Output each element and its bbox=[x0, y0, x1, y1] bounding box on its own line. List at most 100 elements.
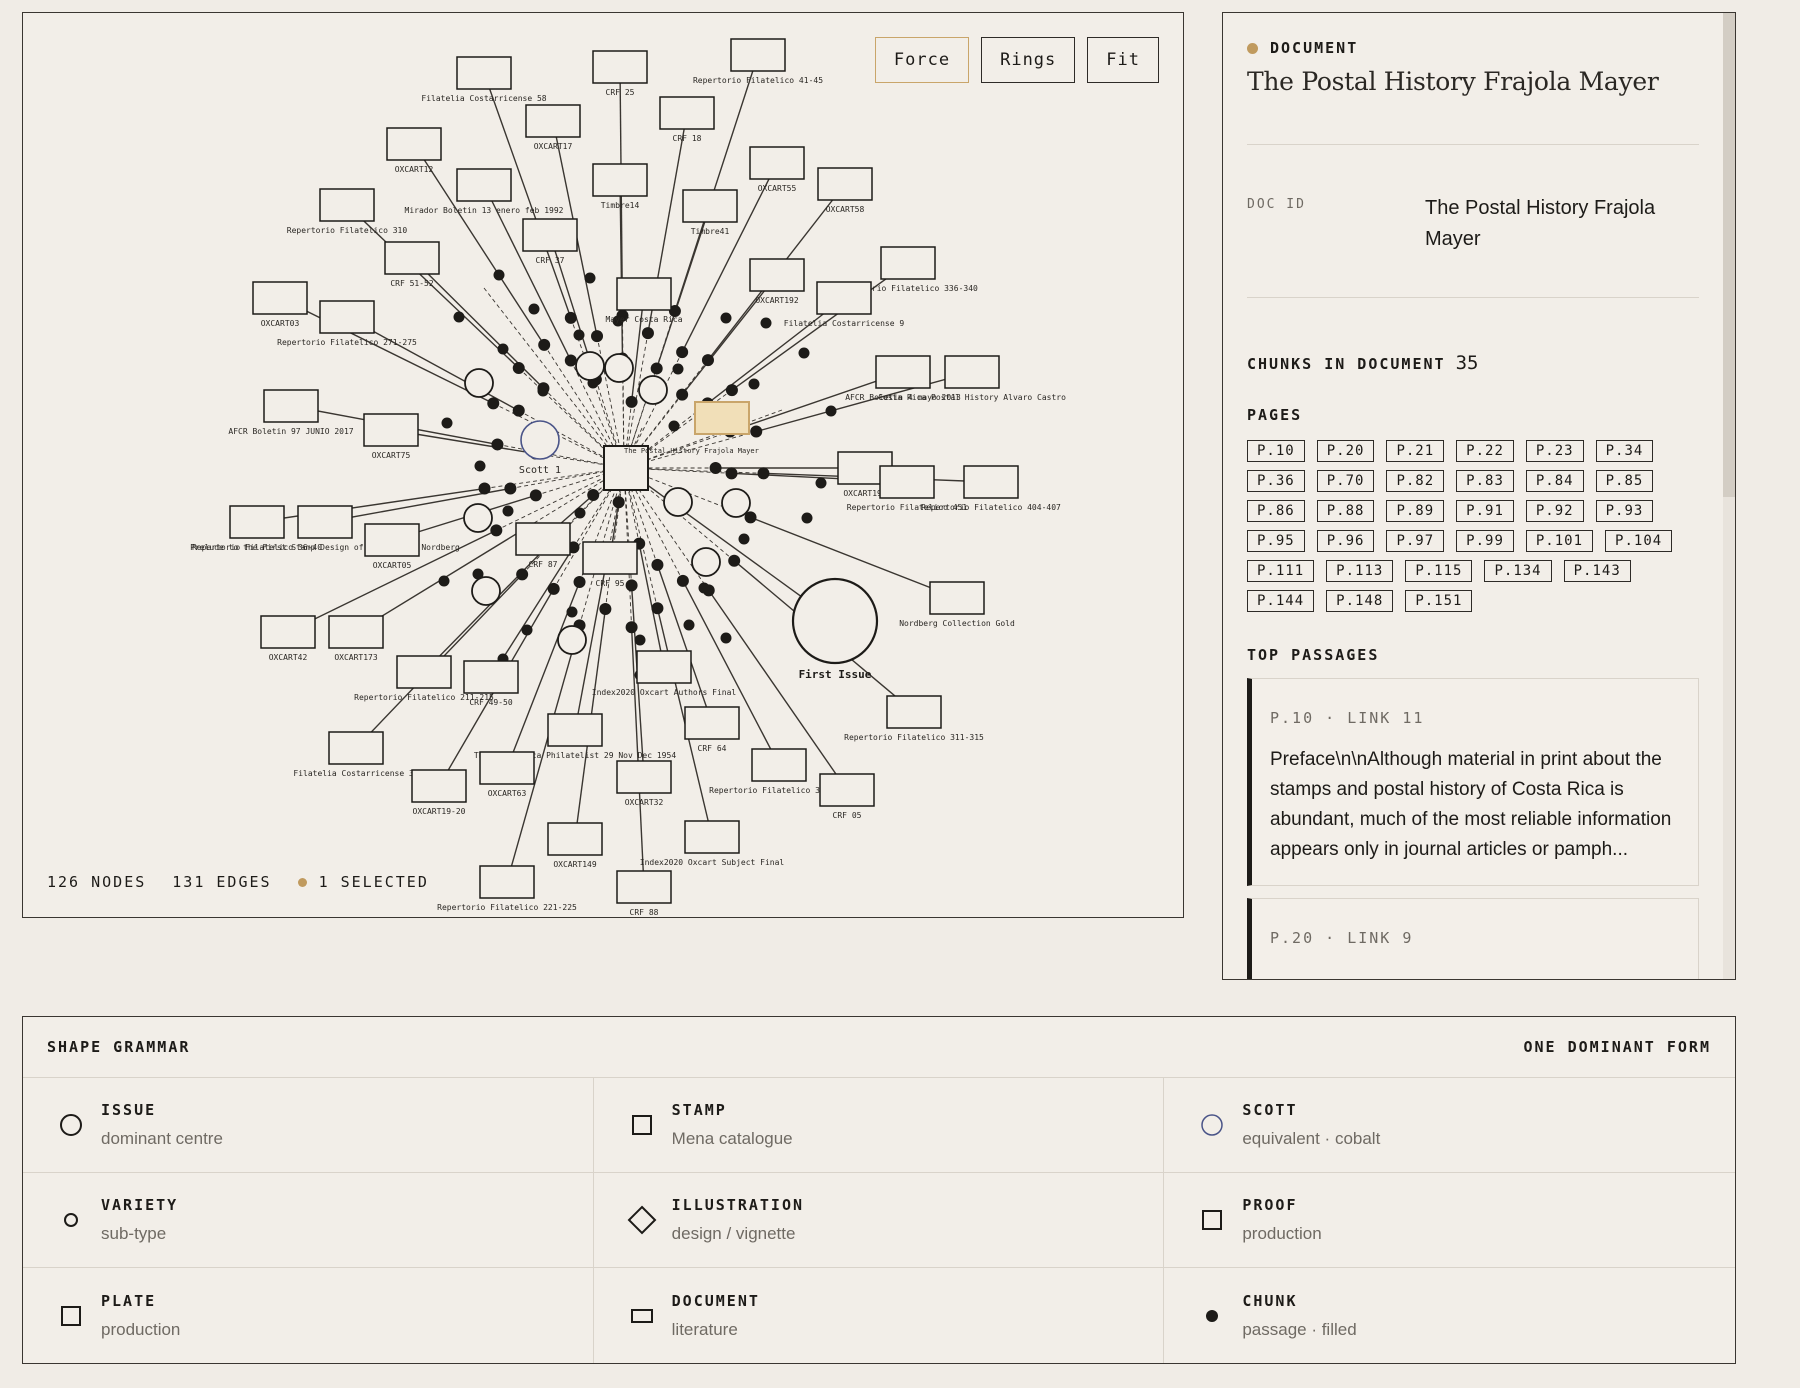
chunk-node[interactable] bbox=[587, 488, 600, 501]
document-node[interactable] bbox=[463, 660, 519, 694]
document-node[interactable] bbox=[260, 615, 316, 649]
page-tag[interactable]: P.84 bbox=[1525, 470, 1584, 492]
document-node[interactable] bbox=[364, 523, 420, 557]
chunk-node[interactable] bbox=[634, 634, 646, 646]
chunk-node[interactable] bbox=[798, 347, 810, 359]
chunk-node[interactable] bbox=[676, 346, 689, 359]
chunk-node[interactable] bbox=[564, 354, 577, 367]
document-node[interactable] bbox=[751, 748, 807, 782]
chunk-node[interactable] bbox=[512, 404, 525, 417]
chunk-node[interactable] bbox=[591, 330, 604, 343]
page-tag[interactable]: P.95 bbox=[1247, 530, 1305, 552]
document-node[interactable] bbox=[886, 695, 942, 729]
page-tag[interactable]: P.104 bbox=[1605, 530, 1673, 552]
graph-canvas[interactable]: Filatelia Costarricense 58 CRF 25 Repertor… bbox=[22, 12, 1184, 918]
chunk-node[interactable] bbox=[738, 533, 750, 545]
chunk-node[interactable] bbox=[497, 343, 509, 355]
document-node[interactable] bbox=[684, 820, 740, 854]
chunk-node[interactable] bbox=[502, 505, 514, 517]
force-layout-button[interactable]: Force bbox=[874, 37, 970, 83]
chunk-node[interactable] bbox=[612, 315, 624, 327]
passage-card[interactable]: P.20 · LINK 9 bbox=[1247, 898, 1699, 979]
document-node[interactable] bbox=[328, 731, 384, 765]
document-node[interactable] bbox=[386, 127, 442, 161]
page-tag[interactable]: P.99 bbox=[1456, 530, 1514, 552]
document-node[interactable] bbox=[817, 167, 873, 201]
selected-document-node[interactable] bbox=[694, 401, 750, 435]
document-node[interactable] bbox=[880, 246, 936, 280]
chunk-node[interactable] bbox=[529, 489, 542, 502]
document-node[interactable] bbox=[682, 189, 738, 223]
chunk-node[interactable] bbox=[453, 311, 465, 323]
document-node[interactable] bbox=[319, 300, 375, 334]
chunk-node[interactable] bbox=[493, 269, 505, 281]
document-node[interactable] bbox=[384, 241, 440, 275]
chunk-node[interactable] bbox=[750, 425, 763, 438]
document-node[interactable] bbox=[515, 522, 571, 556]
chunk-node[interactable] bbox=[547, 582, 560, 595]
page-tag[interactable]: P.143 bbox=[1563, 560, 1631, 582]
chunk-node[interactable] bbox=[698, 582, 710, 594]
chunk-node[interactable] bbox=[651, 602, 664, 615]
chunk-node[interactable] bbox=[521, 624, 533, 636]
document-node[interactable] bbox=[522, 218, 578, 252]
chunk-node[interactable] bbox=[650, 362, 663, 375]
document-node[interactable] bbox=[456, 168, 512, 202]
document-node[interactable] bbox=[730, 38, 786, 72]
document-node[interactable] bbox=[479, 751, 535, 785]
chunk-node[interactable] bbox=[720, 632, 732, 644]
chunk-node[interactable] bbox=[538, 338, 551, 351]
chunk-node[interactable] bbox=[491, 438, 504, 451]
chunk-node[interactable] bbox=[725, 384, 738, 397]
document-node[interactable] bbox=[456, 56, 512, 90]
page-tag[interactable]: P.21 bbox=[1386, 440, 1445, 462]
chunk-node[interactable] bbox=[625, 395, 638, 408]
document-node[interactable] bbox=[547, 822, 603, 856]
passage-card[interactable]: P.10 · LINK 11 Preface\n\nAlthough mater… bbox=[1247, 678, 1699, 886]
chunk-node[interactable] bbox=[720, 312, 732, 324]
chunk-node[interactable] bbox=[574, 507, 586, 519]
center-stamp-node[interactable] bbox=[603, 445, 649, 491]
variety-node[interactable] bbox=[721, 488, 751, 518]
fit-view-button[interactable]: Fit bbox=[1087, 37, 1159, 83]
document-node[interactable] bbox=[252, 281, 308, 315]
document-node[interactable] bbox=[328, 615, 384, 649]
document-node[interactable] bbox=[363, 413, 419, 447]
page-tag[interactable]: P.134 bbox=[1484, 560, 1552, 582]
document-node[interactable] bbox=[479, 865, 535, 899]
page-tag[interactable]: P.144 bbox=[1247, 590, 1315, 612]
document-node[interactable] bbox=[684, 706, 740, 740]
chunk-node[interactable] bbox=[709, 462, 722, 474]
chunk-node[interactable] bbox=[672, 363, 684, 375]
document-node[interactable] bbox=[749, 258, 805, 292]
page-tag[interactable]: P.83 bbox=[1456, 470, 1514, 492]
chunk-node[interactable] bbox=[441, 417, 453, 429]
page-tag[interactable]: P.20 bbox=[1316, 440, 1375, 462]
graph-nodes[interactable]: Filatelia Costarricense 58 CRF 25 Repertor… bbox=[190, 38, 1066, 917]
chunk-node[interactable] bbox=[651, 558, 664, 571]
variety-node[interactable] bbox=[663, 487, 693, 517]
chunk-node[interactable] bbox=[504, 482, 517, 495]
chunk-node[interactable] bbox=[815, 477, 827, 489]
document-node[interactable] bbox=[636, 650, 692, 684]
chunk-node[interactable] bbox=[676, 574, 689, 587]
graph-svg[interactable]: Filatelia Costarricense 58 CRF 25 Repertor… bbox=[23, 13, 1184, 918]
document-node[interactable] bbox=[879, 465, 935, 499]
page-tag[interactable]: P.151 bbox=[1405, 590, 1473, 612]
chunk-node[interactable] bbox=[668, 305, 681, 318]
page-tag[interactable]: P.101 bbox=[1525, 530, 1594, 552]
page-tag[interactable]: P.82 bbox=[1386, 470, 1445, 492]
page-tag[interactable]: P.93 bbox=[1595, 500, 1654, 522]
variety-node[interactable] bbox=[557, 625, 587, 655]
variety-node[interactable] bbox=[638, 375, 668, 405]
variety-node[interactable] bbox=[464, 368, 494, 398]
page-tag[interactable]: P.97 bbox=[1386, 530, 1445, 552]
page-tag[interactable]: P.86 bbox=[1247, 500, 1305, 522]
document-node[interactable] bbox=[592, 163, 648, 197]
document-node[interactable] bbox=[263, 389, 319, 423]
chunk-node[interactable] bbox=[668, 420, 680, 432]
chunk-node[interactable] bbox=[474, 460, 486, 472]
issue-node[interactable] bbox=[791, 577, 879, 665]
page-tag[interactable]: P.22 bbox=[1456, 440, 1514, 462]
document-node[interactable] bbox=[944, 355, 1000, 389]
